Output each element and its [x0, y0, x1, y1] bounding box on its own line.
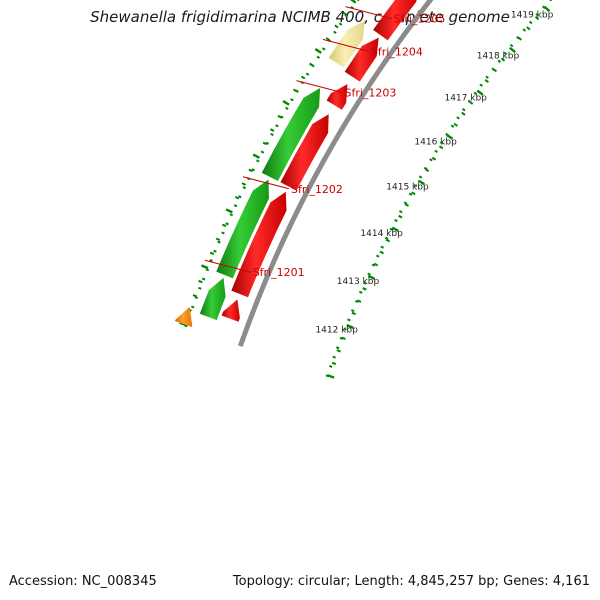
kbp-tick-label: 1412 kbp: [315, 326, 358, 336]
minor-tick: [431, 156, 437, 161]
minor-tick: [262, 141, 268, 146]
minor-tick: [438, 145, 444, 150]
major-tick: [391, 226, 399, 232]
gene-label: Sfri_1201: [253, 266, 305, 279]
label-leader-line: [322, 38, 370, 52]
label-leader-line: [296, 80, 343, 94]
minor-tick: [411, 191, 416, 196]
gene-arrow: [344, 37, 379, 82]
minor-tick: [351, 311, 356, 316]
minor-tick: [192, 294, 198, 298]
minor-tick: [398, 214, 403, 219]
kbp-tick-label: 1413 kbp: [337, 277, 380, 287]
kbp-tick-label: 1417 kbp: [444, 94, 487, 104]
gene-label: Sfri_1204: [371, 45, 423, 58]
minor-tick: [534, 16, 540, 21]
scale-ticks: 1412 kbp 1413 kbp 1414 kbp 1415 kbp 1416 kbp…: [179, 0, 556, 379]
minor-tick: [209, 251, 215, 256]
gene-arrow: [221, 299, 240, 322]
gene-arrow: [216, 179, 269, 279]
kbp-tick-label: 1419 kbp: [511, 11, 554, 21]
label-leader-line: [242, 176, 290, 190]
genome-summary-text: Topology: circular; Length: 4,845,257 bp…: [232, 574, 590, 589]
minor-tick: [331, 361, 337, 365]
minor-tick: [221, 223, 227, 228]
minor-tick: [241, 182, 247, 186]
gene-arrow: [373, 0, 417, 41]
gene-arrow: [328, 20, 365, 68]
genome-backbone: [237, 0, 434, 347]
major-tick: [314, 48, 322, 54]
kbp-tick-label: 1415 kbp: [386, 183, 429, 193]
minor-tick: [526, 26, 531, 31]
major-tick: [476, 89, 484, 96]
major-tick: [417, 179, 426, 186]
minor-tick: [404, 203, 409, 207]
minor-tick: [379, 250, 385, 255]
label-leader-line: [345, 6, 392, 20]
minor-tick: [300, 75, 306, 80]
minor-tick: [484, 78, 489, 83]
major-tick: [367, 274, 376, 280]
gene-arrow: [280, 114, 329, 191]
gene-arrow: [199, 277, 226, 321]
major-tick: [225, 208, 233, 214]
minor-tick: [269, 128, 275, 132]
gene-arrow: [174, 306, 193, 327]
minor-tick: [198, 279, 203, 284]
gene-label: Sfri_1205: [394, 13, 446, 26]
minor-tick: [248, 168, 253, 173]
minor-tick: [461, 111, 466, 116]
label-leader-line: [204, 259, 251, 273]
gene-label: Sfri_1202: [291, 183, 343, 196]
minor-tick: [336, 349, 341, 353]
major-tick: [509, 46, 517, 54]
accession-text: Accession: NC_008345: [9, 574, 157, 589]
inner-dotted-ring: [325, 0, 553, 378]
minor-tick: [215, 237, 221, 242]
minor-tick: [373, 262, 379, 267]
minor-tick: [385, 238, 391, 243]
minor-tick: [356, 299, 362, 303]
minor-tick: [500, 57, 506, 62]
minor-tick: [234, 195, 240, 200]
dotted-scale-rings: [184, 0, 553, 378]
kbp-tick-label: 1416 kbp: [414, 138, 457, 148]
minor-tick: [453, 122, 459, 127]
major-tick: [346, 323, 354, 329]
gene-arrow: [326, 84, 348, 110]
gene-labels: Sfri_1201 Sfri_1202 Sfri_1203 Sfri_1204 Sfri…: [204, 6, 446, 279]
major-tick: [282, 100, 290, 106]
minor-tick: [334, 24, 339, 29]
minor-tick: [362, 287, 367, 291]
kbp-tick-label: 1418 kbp: [477, 51, 520, 61]
gene-label: Sfri_1203: [345, 87, 397, 100]
major-tick: [349, 0, 357, 4]
gene-arrow: [261, 88, 321, 181]
major-tick: [252, 153, 261, 159]
kbp-tick-label: 1414 kbp: [360, 229, 403, 239]
major-tick: [201, 264, 209, 270]
